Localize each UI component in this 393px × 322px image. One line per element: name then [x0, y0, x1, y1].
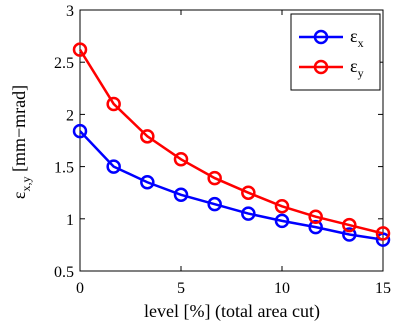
- data-point-series-0: [106, 159, 121, 174]
- legend-label-series-0: εx: [350, 26, 364, 50]
- data-point-series-1: [173, 152, 189, 167]
- legend-marker-series-0: [313, 29, 329, 45]
- y-axis-title-main: ε: [9, 191, 29, 199]
- legend-label-series-1: εy: [350, 56, 364, 80]
- axis-layer: 0 5 10 15 0.5 1 1.5 2 2.5 3: [54, 3, 391, 297]
- data-point-series-0: [241, 206, 256, 221]
- legend: εx εy: [290, 13, 381, 91]
- data-point-series-0: [342, 227, 357, 242]
- legend-marker-series-1: [313, 59, 329, 75]
- y-axis-title: εx,y [mm−mrad]: [9, 85, 33, 199]
- series-layer: [72, 42, 391, 247]
- legend-label-series-0-main: ε: [350, 26, 358, 46]
- x-axis-title: level [%] (total area cut): [144, 301, 320, 322]
- data-point-series-1: [274, 199, 290, 214]
- legend-label-series-0-sub: x: [358, 36, 364, 50]
- series-line-1: [78, 49, 384, 235]
- data-point-series-1: [342, 217, 357, 233]
- data-point-series-1: [308, 209, 323, 224]
- data-point-series-1: [241, 185, 256, 200]
- data-point-series-1: [140, 129, 155, 144]
- x-tick-label: 5: [177, 280, 185, 297]
- data-point-series-0: [207, 196, 222, 212]
- x-tick-label: 10: [274, 280, 290, 297]
- y-axis-title-sub: x,y: [19, 177, 33, 192]
- data-point-series-1: [375, 226, 391, 241]
- x-tick-label: 15: [375, 280, 391, 297]
- legend-box: [290, 13, 381, 91]
- y-tick-label: 1: [66, 212, 74, 229]
- data-point-series-1: [72, 42, 88, 57]
- data-point-series-0: [274, 213, 290, 229]
- y-tick-label: 1.5: [54, 160, 74, 177]
- series-line-0: [79, 130, 384, 241]
- legend-label-series-1-sub: y: [358, 66, 364, 80]
- x-tick-label: 0: [76, 280, 84, 297]
- data-point-series-1: [106, 96, 121, 112]
- y-tick-label: 0.5: [54, 264, 74, 281]
- data-point-series-0: [375, 232, 391, 247]
- y-tick-label: 3: [66, 3, 74, 20]
- data-point-series-0: [308, 219, 323, 235]
- data-point-series-0: [173, 187, 189, 203]
- data-point-series-0: [72, 123, 88, 139]
- legend-label-series-1-main: ε: [350, 56, 358, 76]
- y-tick-label: 2: [66, 107, 74, 124]
- y-tick-label: 2.5: [54, 55, 74, 72]
- y-axis-title-rest: [mm−mrad]: [9, 85, 29, 177]
- data-point-series-0: [140, 175, 155, 190]
- data-point-series-1: [207, 170, 222, 186]
